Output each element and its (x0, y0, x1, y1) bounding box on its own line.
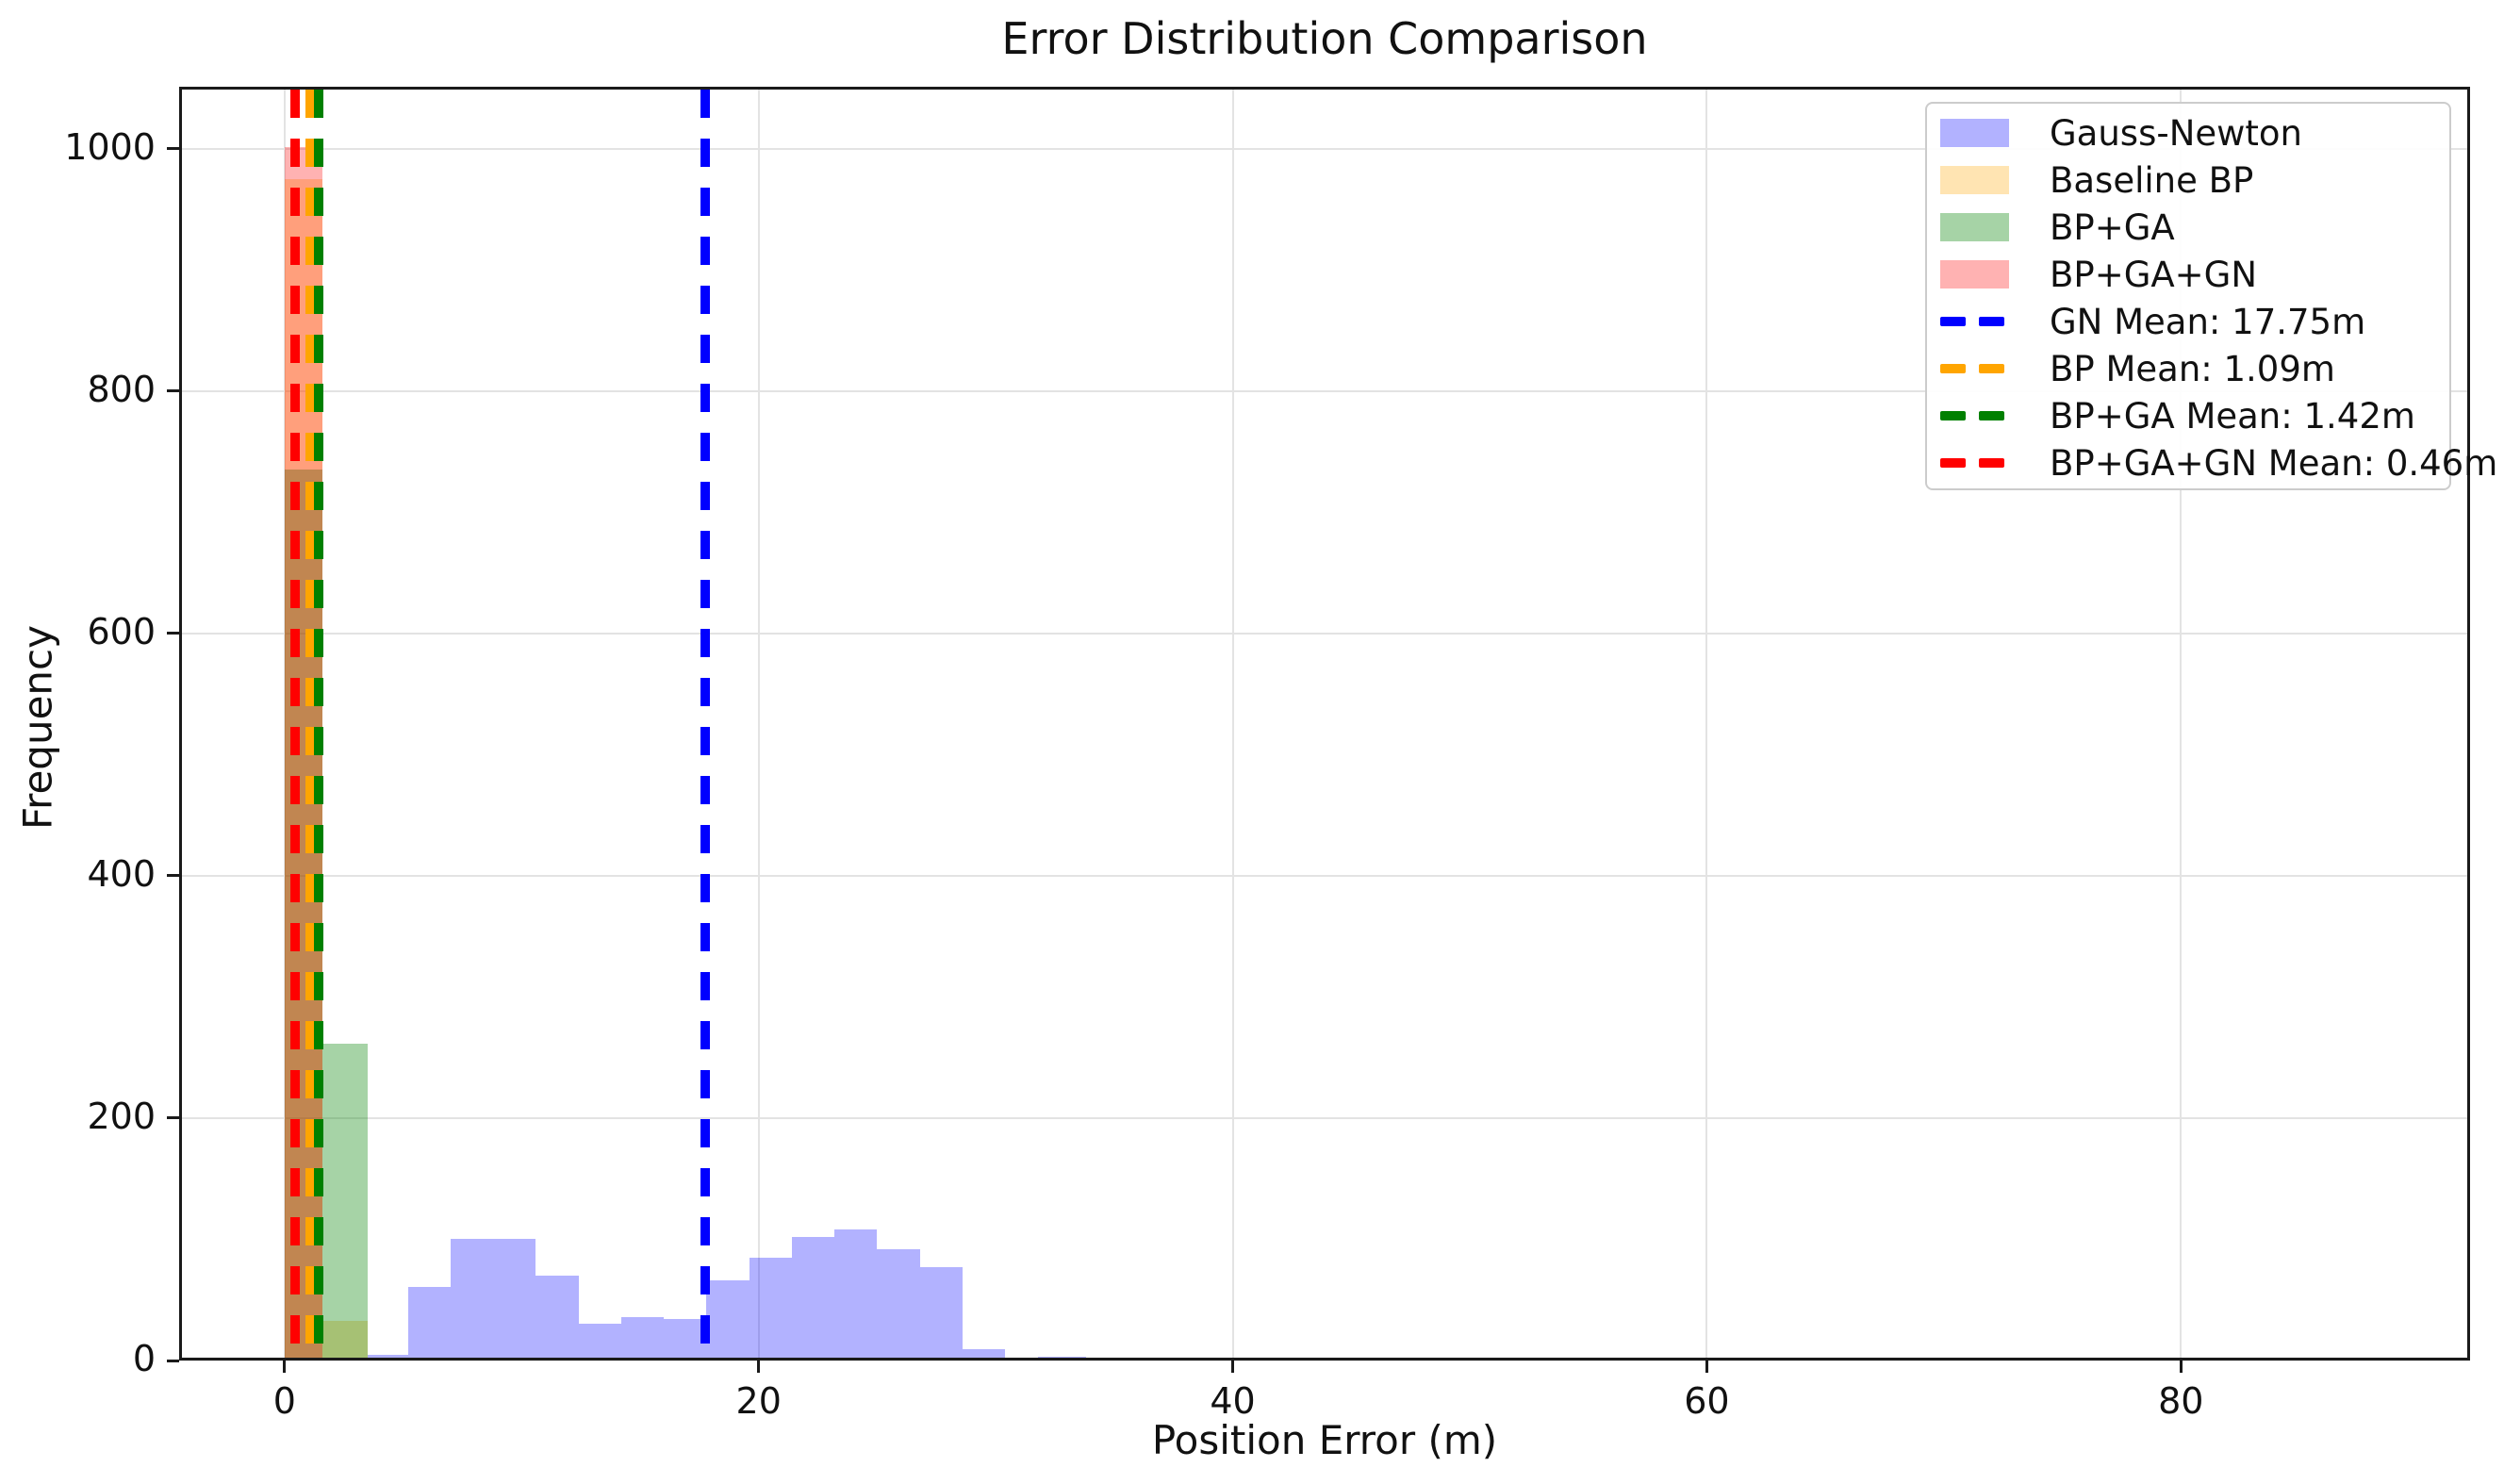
hist-bar-gauss-newton (962, 1349, 1006, 1358)
legend-label: BP+GA (2050, 206, 2175, 248)
mean-line-bp-ga-gn (290, 90, 301, 1358)
hist-bar-gauss-newton (578, 1324, 621, 1358)
x-tick-label: 0 (272, 1380, 296, 1422)
y-tick-label: 1000 (64, 125, 156, 168)
gridline-horizontal (179, 874, 2470, 877)
hist-bar-gauss-newton (919, 1267, 963, 1358)
x-tick (757, 1360, 761, 1373)
gridline-horizontal (179, 632, 2470, 635)
y-tick (167, 874, 179, 878)
legend-patch-swatch (1940, 119, 2031, 147)
hist-bar-gauss-newton (749, 1257, 792, 1358)
legend-label: BP Mean: 1.09m (2050, 348, 2335, 389)
gridline-vertical (1705, 87, 1708, 1360)
y-axis-label: Frequency (14, 625, 61, 830)
hist-bar-gauss-newton (791, 1236, 835, 1358)
hist-bar-gauss-newton (367, 1354, 408, 1358)
hist-bar-gauss-newton (664, 1319, 707, 1358)
legend-label: GN Mean: 17.75m (2050, 301, 2366, 342)
y-tick-label: 800 (87, 368, 156, 410)
legend-patch-swatch (1940, 260, 2031, 289)
legend-item: BP+GA+GN Mean: 0.46m (1927, 439, 2497, 486)
hist-bar-gauss-newton (407, 1286, 451, 1358)
legend-dash-swatch (1940, 458, 2031, 468)
hist-bar-gauss-newton (834, 1229, 878, 1358)
legend-item: BP+GA (1927, 204, 2449, 251)
chart-title: Error Distribution Comparison (1001, 13, 1648, 64)
y-tick (167, 1359, 179, 1362)
y-tick (167, 632, 179, 635)
x-tick (1231, 1360, 1235, 1373)
x-tick-label: 80 (2158, 1380, 2204, 1422)
legend-item: Baseline BP (1927, 157, 2449, 204)
y-tick (167, 147, 179, 151)
legend-dash-swatch (1940, 364, 2031, 373)
legend-label: BP+GA Mean: 1.42m (2050, 395, 2415, 437)
legend-label: Baseline BP (2050, 159, 2254, 201)
hist-bar-gauss-newton (450, 1239, 494, 1358)
hist-bar-baseline-bp (322, 1320, 368, 1358)
hist-bar-gauss-newton (535, 1276, 579, 1358)
x-tick (283, 1360, 287, 1373)
gridline-vertical (1231, 87, 1234, 1360)
hist-bar-bp-ga (322, 1044, 368, 1358)
mean-line-gn (700, 90, 711, 1358)
mean-line-bp (305, 90, 316, 1358)
gridline-vertical (757, 87, 760, 1360)
legend-patch-swatch (1940, 166, 2031, 194)
x-tick (2179, 1360, 2183, 1373)
x-tick-label: 40 (1210, 1380, 1256, 1422)
y-tick (167, 389, 179, 393)
y-tick-label: 0 (132, 1338, 156, 1379)
legend-dash-swatch (1940, 411, 2031, 420)
legend-item: BP+GA+GN (1927, 251, 2449, 298)
mean-line-bp-ga (313, 90, 323, 1358)
gridline-horizontal (179, 147, 2470, 150)
y-tick (167, 1116, 179, 1120)
legend-label: Gauss-Newton (2050, 112, 2302, 154)
legend: Gauss-Newton Baseline BP BP+GA BP+GA+GN GN M… (1925, 102, 2497, 490)
legend-label: BP+GA+GN Mean: 0.46m (2050, 442, 2498, 484)
hist-bar-gauss-newton (706, 1280, 750, 1358)
gridline-horizontal (179, 389, 2470, 392)
legend-patch-swatch (1940, 213, 2031, 241)
gridline-vertical (283, 87, 286, 1360)
legend-item: BP Mean: 1.09m (1927, 345, 2449, 392)
y-tick-label: 400 (87, 852, 156, 895)
y-tick-label: 600 (87, 610, 156, 652)
x-tick-label: 20 (735, 1380, 782, 1422)
x-tick-label: 60 (1684, 1380, 1730, 1422)
legend-item: Gauss-Newton (1927, 109, 2449, 157)
x-tick (1705, 1360, 1708, 1373)
hist-bar-gauss-newton (877, 1248, 920, 1358)
legend-item: BP+GA Mean: 1.42m (1927, 392, 2449, 439)
legend-label: BP+GA+GN (2050, 254, 2258, 295)
legend-dash-swatch (1940, 317, 2031, 326)
legend-item: GN Mean: 17.75m (1927, 298, 2449, 345)
x-axis-label: Position Error (m) (1151, 1417, 1498, 1463)
gridline-horizontal (179, 1116, 2470, 1119)
hist-bar-gauss-newton (620, 1316, 665, 1358)
y-tick-label: 200 (87, 1095, 156, 1137)
gridline-vertical (2180, 87, 2183, 1360)
gridline-horizontal (179, 1360, 2470, 1361)
hist-bar-gauss-newton (493, 1239, 536, 1358)
hist-bar-gauss-newton (1038, 1357, 1086, 1358)
